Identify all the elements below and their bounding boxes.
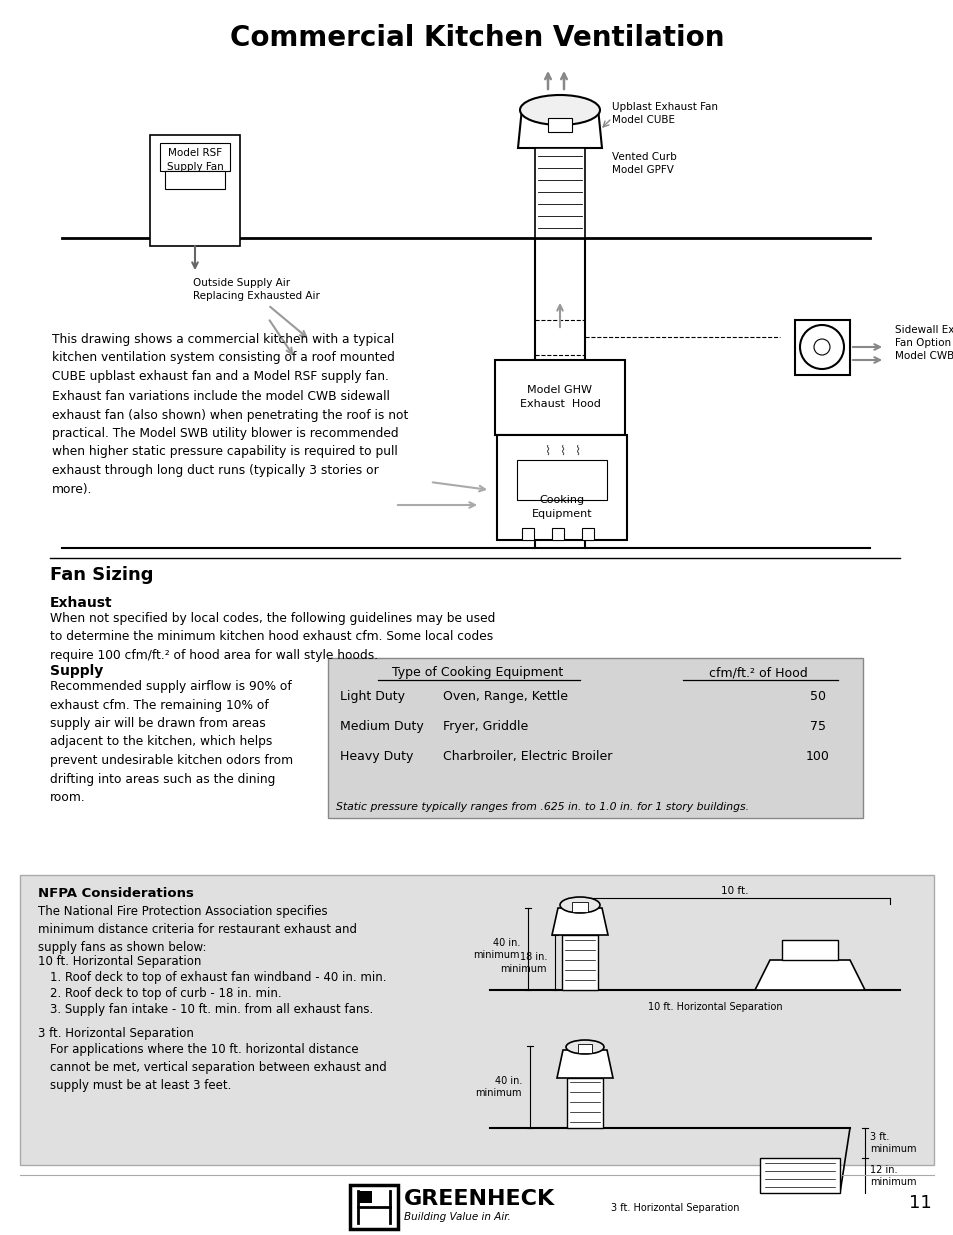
- Text: Supply: Supply: [50, 664, 103, 678]
- Circle shape: [800, 325, 843, 369]
- Text: When not specified by local codes, the following guidelines may be used
to deter: When not specified by local codes, the f…: [50, 613, 495, 662]
- Polygon shape: [557, 1050, 613, 1078]
- Text: Sidewall Exhaust
Fan Option
Model CWB: Sidewall Exhaust Fan Option Model CWB: [894, 325, 953, 362]
- Text: 10 ft.: 10 ft.: [720, 885, 748, 897]
- Bar: [328, 658, 862, 818]
- Text: 40 in.
minimum: 40 in. minimum: [475, 1076, 521, 1098]
- Polygon shape: [754, 960, 864, 990]
- Text: Charbroiler, Electric Broiler: Charbroiler, Electric Broiler: [442, 750, 612, 763]
- Text: The National Fire Protection Association specifies
minimum distance criteria for: The National Fire Protection Association…: [38, 905, 356, 953]
- Text: Medium Duty: Medium Duty: [339, 720, 423, 734]
- Bar: [150, 135, 240, 246]
- Text: 3 ft. Horizontal Separation: 3 ft. Horizontal Separation: [610, 1203, 739, 1213]
- Bar: [357, 1191, 372, 1203]
- Text: 50: 50: [809, 690, 825, 703]
- Text: ⌇: ⌇: [574, 445, 579, 458]
- Text: Model RSF
Supply Fan: Model RSF Supply Fan: [167, 148, 223, 172]
- Text: 10 ft. Horizontal Separation: 10 ft. Horizontal Separation: [38, 955, 201, 968]
- Bar: [578, 1044, 592, 1053]
- Text: 1. Roof deck to top of exhaust fan windband - 40 in. min.: 1. Roof deck to top of exhaust fan windb…: [50, 971, 386, 984]
- Text: Oven, Range, Kettle: Oven, Range, Kettle: [442, 690, 567, 703]
- Text: Cooking
Equipment: Cooking Equipment: [531, 495, 592, 519]
- Ellipse shape: [565, 1040, 603, 1053]
- Text: Recommended supply airflow is 90% of
exhaust cfm. The remaining 10% of
supply ai: Recommended supply airflow is 90% of exh…: [50, 680, 293, 804]
- Text: NFPA Considerations: NFPA Considerations: [38, 887, 193, 900]
- Text: cfm/ft.² of Hood: cfm/ft.² of Hood: [708, 666, 806, 679]
- Ellipse shape: [559, 897, 599, 913]
- Text: This drawing shows a commercial kitchen with a typical
kitchen ventilation syste: This drawing shows a commercial kitchen …: [52, 333, 395, 383]
- Text: ⌇: ⌇: [543, 445, 550, 458]
- Bar: [566, 1078, 602, 1128]
- Text: Static pressure typically ranges from .625 in. to 1.0 in. for 1 story buildings.: Static pressure typically ranges from .6…: [335, 802, 748, 811]
- Bar: [561, 935, 598, 990]
- Text: 18 in.
minimum: 18 in. minimum: [500, 952, 546, 974]
- Bar: [160, 143, 230, 170]
- Text: Type of Cooking Equipment: Type of Cooking Equipment: [392, 666, 563, 679]
- Text: 12 in.
minimum: 12 in. minimum: [869, 1165, 916, 1187]
- Text: Exhaust: Exhaust: [50, 597, 112, 610]
- Text: 3 ft.
minimum: 3 ft. minimum: [869, 1131, 916, 1155]
- Bar: [350, 1186, 397, 1229]
- Text: For applications where the 10 ft. horizontal distance
cannot be met, vertical se: For applications where the 10 ft. horizo…: [50, 1044, 386, 1092]
- Bar: [535, 148, 584, 238]
- Polygon shape: [552, 908, 607, 935]
- Circle shape: [813, 338, 829, 354]
- Text: Model GHW
Exhaust  Hood: Model GHW Exhaust Hood: [519, 385, 599, 409]
- Text: 11: 11: [907, 1194, 930, 1212]
- Bar: [165, 170, 225, 189]
- Text: Fan Sizing: Fan Sizing: [50, 566, 153, 584]
- Text: 2. Roof deck to top of curb - 18 in. min.: 2. Roof deck to top of curb - 18 in. min…: [50, 987, 281, 1000]
- Bar: [497, 435, 626, 540]
- Bar: [572, 902, 587, 911]
- Text: 3 ft. Horizontal Separation: 3 ft. Horizontal Separation: [38, 1028, 193, 1040]
- Text: 40 in.
minimum: 40 in. minimum: [473, 937, 519, 960]
- Text: Building Value in Air.: Building Value in Air.: [403, 1212, 510, 1221]
- Bar: [552, 529, 563, 540]
- Text: Light Duty: Light Duty: [339, 690, 405, 703]
- Text: Fryer, Griddle: Fryer, Griddle: [442, 720, 528, 734]
- Text: Heavy Duty: Heavy Duty: [339, 750, 413, 763]
- Polygon shape: [517, 107, 601, 148]
- Bar: [781, 940, 837, 960]
- Bar: [581, 529, 594, 540]
- Text: 10 ft. Horizontal Separation: 10 ft. Horizontal Separation: [647, 1002, 781, 1011]
- Bar: [794, 320, 849, 375]
- Text: Exhaust fan variations include the model CWB sidewall
exhaust fan (also shown) w: Exhaust fan variations include the model…: [52, 390, 408, 495]
- Text: 3. Supply fan intake - 10 ft. min. from all exhaust fans.: 3. Supply fan intake - 10 ft. min. from …: [50, 1003, 373, 1016]
- Bar: [517, 459, 606, 500]
- Text: ⌇: ⌇: [558, 445, 564, 458]
- Bar: [547, 119, 572, 132]
- Text: Vented Curb
Model GPFV: Vented Curb Model GPFV: [612, 152, 676, 175]
- Bar: [760, 1158, 840, 1193]
- Ellipse shape: [519, 95, 599, 125]
- Bar: [20, 876, 933, 1165]
- Text: Upblast Exhaust Fan
Model CUBE: Upblast Exhaust Fan Model CUBE: [612, 103, 718, 125]
- Text: 100: 100: [805, 750, 829, 763]
- Text: Commercial Kitchen Ventilation: Commercial Kitchen Ventilation: [230, 23, 723, 52]
- Text: Outside Supply Air
Replacing Exhausted Air: Outside Supply Air Replacing Exhausted A…: [193, 278, 319, 301]
- Text: 75: 75: [809, 720, 825, 734]
- Bar: [521, 529, 534, 540]
- Text: GREENHECK: GREENHECK: [403, 1189, 555, 1209]
- Bar: [495, 359, 624, 435]
